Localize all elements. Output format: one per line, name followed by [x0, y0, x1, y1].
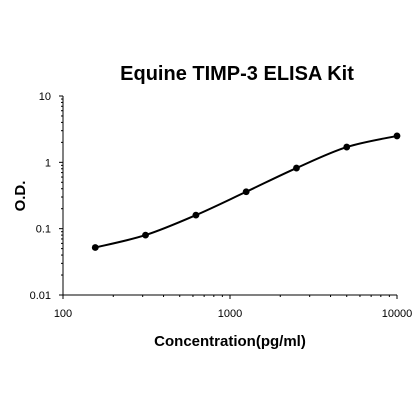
- data-point: [192, 211, 200, 219]
- x-axis-label: Concentration(pg/ml): [154, 333, 306, 350]
- x-tick-label: 100: [54, 308, 72, 320]
- x-tick-label: 1000: [218, 308, 242, 320]
- data-point: [343, 143, 351, 151]
- data-point: [393, 132, 401, 140]
- y-tick-label: 1: [45, 157, 51, 169]
- data-point: [142, 231, 149, 239]
- ticks: 0.01 0.1 1 10 100 1000 10000: [30, 91, 413, 320]
- data-point: [91, 244, 99, 251]
- y-tick-label: 0.01: [30, 290, 51, 302]
- data-point: [242, 188, 250, 196]
- y-tick-label: 0.1: [36, 224, 51, 236]
- axes: [62, 96, 397, 296]
- data-marks: [91, 132, 401, 251]
- chart-title: Equine TIMP-3 ELISA Kit: [120, 63, 354, 85]
- y-axis-label: O.D.: [12, 181, 29, 212]
- x-tick-label: 10000: [382, 308, 413, 320]
- y-tick-label: 10: [39, 91, 51, 103]
- data-point: [293, 164, 300, 172]
